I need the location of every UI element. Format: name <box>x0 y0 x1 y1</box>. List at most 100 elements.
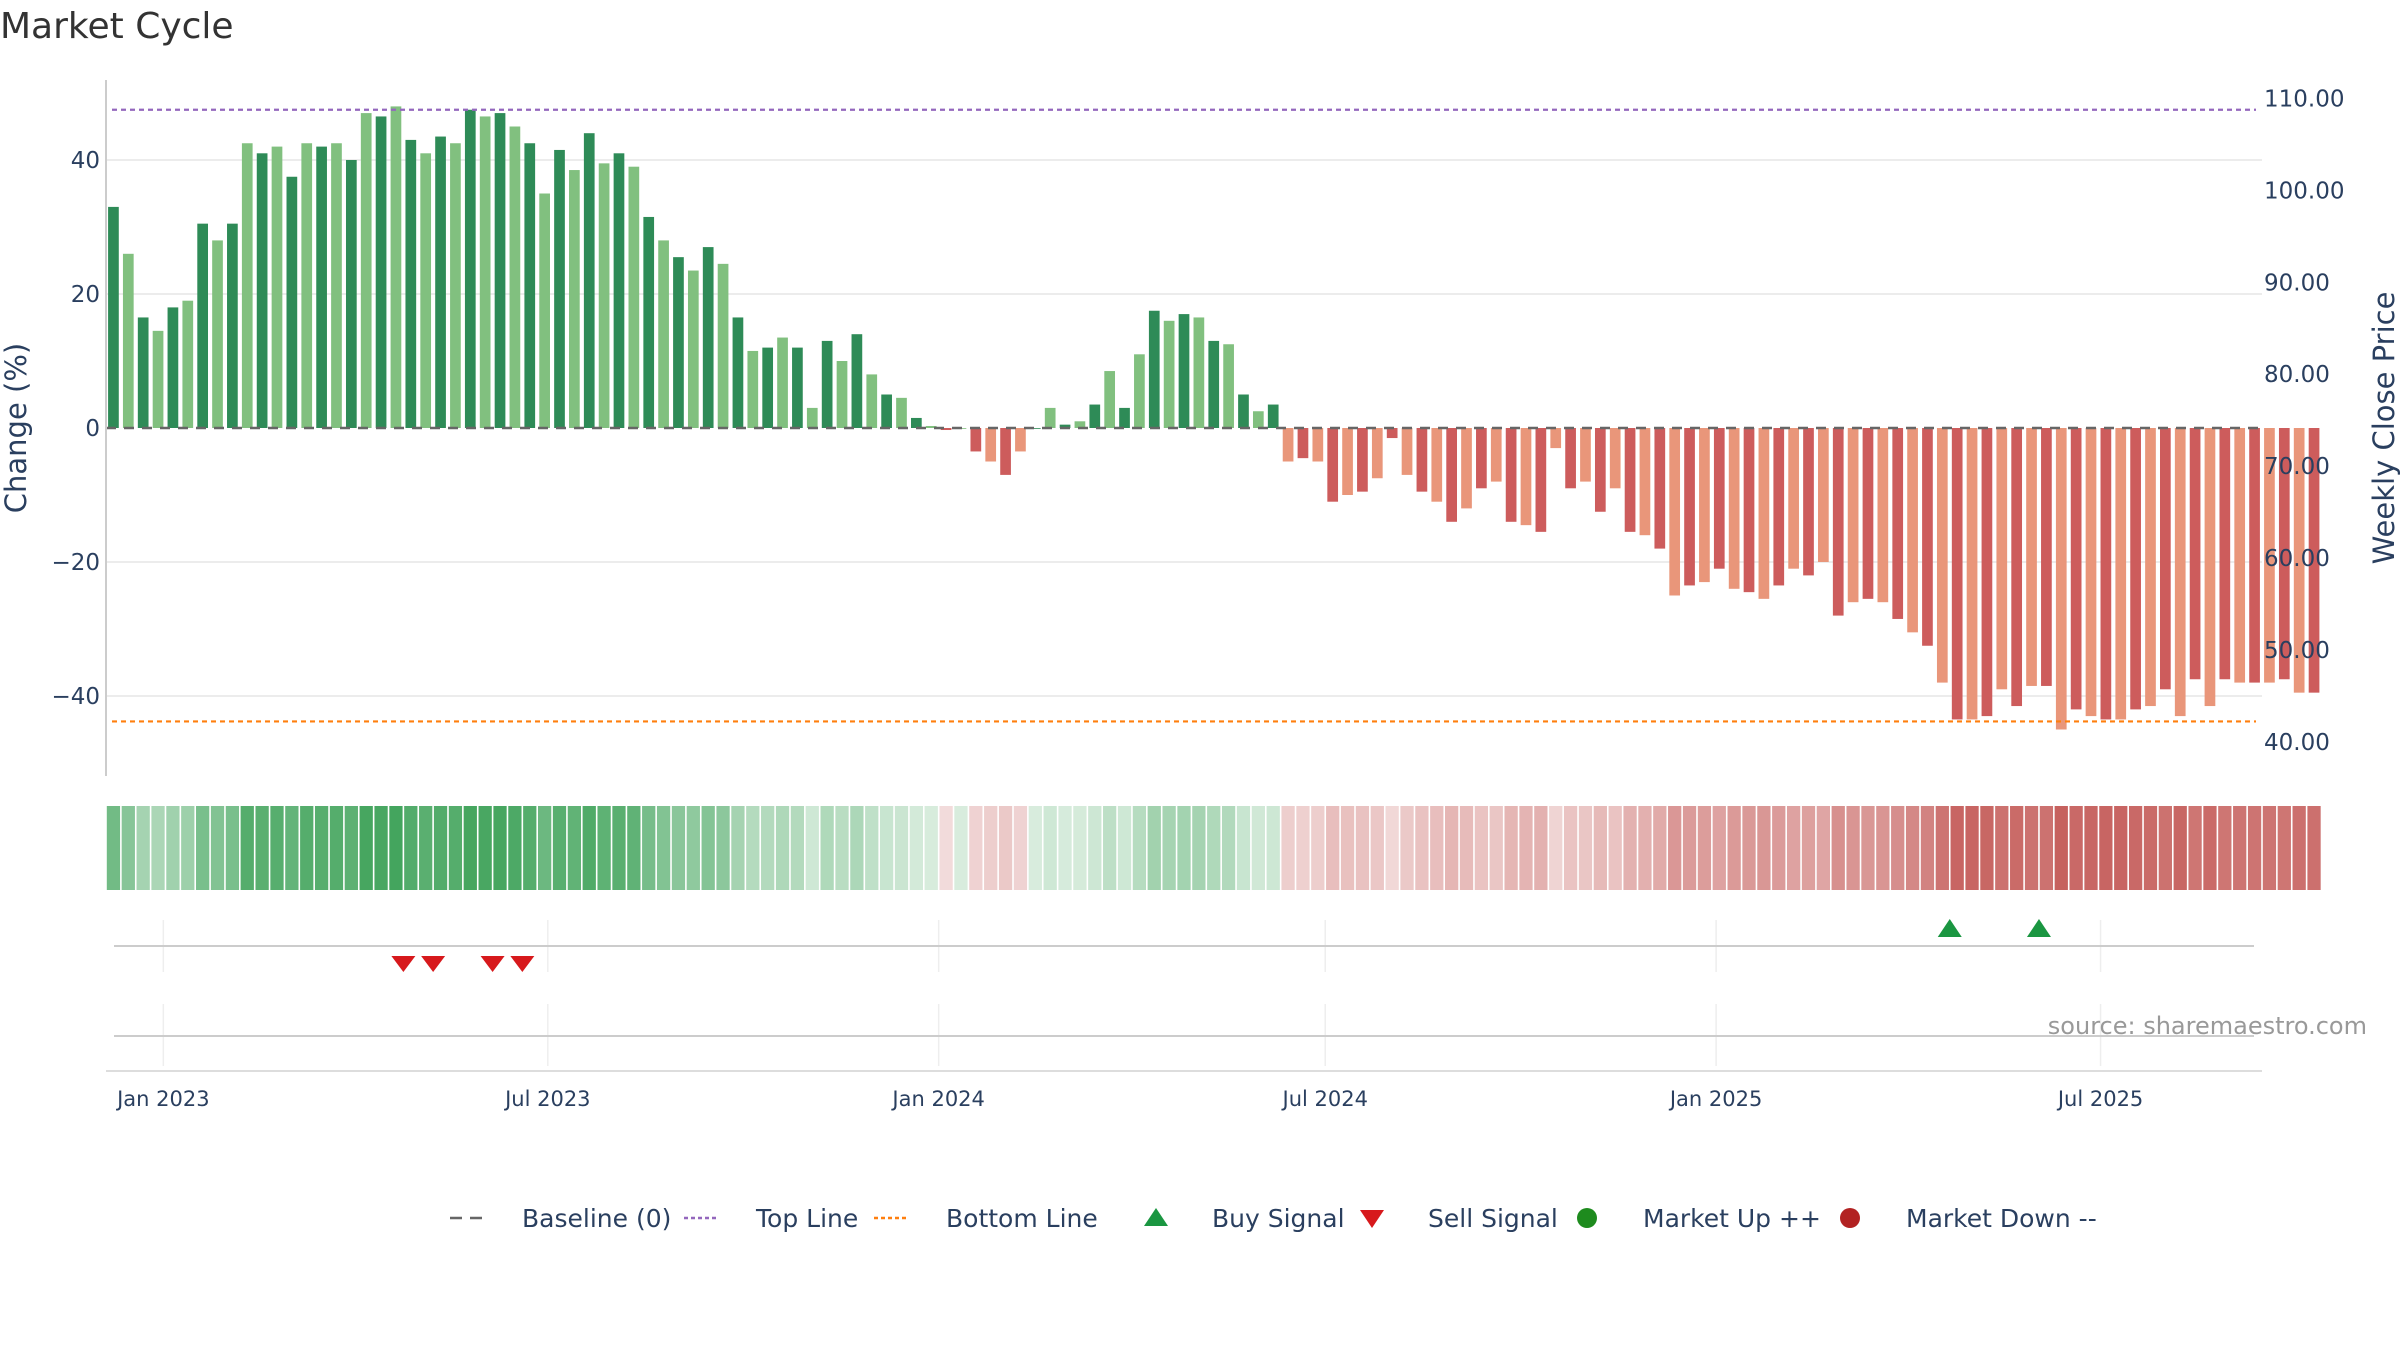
heatmap-cell <box>1474 806 1489 890</box>
left-axis-title: Change (%) <box>0 343 33 513</box>
heatmap-cell <box>270 806 284 890</box>
sell-signal-marker <box>391 956 416 972</box>
signal-panel <box>106 919 2262 1072</box>
heatmap-cell <box>1563 806 1578 890</box>
change-bar <box>1089 404 1101 428</box>
change-bar <box>1639 428 1651 536</box>
change-bar <box>2293 428 2305 693</box>
change-bar <box>806 407 818 428</box>
legend-item-baseline: Baseline (0) <box>450 1204 671 1233</box>
heatmap-cell <box>2262 806 2277 890</box>
heatmap-cell <box>1177 806 1191 890</box>
left-tick-label: 20 <box>71 282 100 308</box>
change-bar <box>1594 428 1606 512</box>
change-bar <box>1550 428 1562 449</box>
heatmap-cell <box>1742 806 1756 890</box>
heatmap-cell <box>1682 806 1697 890</box>
heatmap-cell <box>939 806 953 890</box>
heatmap-cell <box>2039 806 2054 890</box>
legend-label: Market Up ++ <box>1643 1204 1821 1233</box>
legend-item-top: Top Line <box>684 1204 858 1233</box>
heatmap-cell <box>894 806 909 890</box>
change-bar <box>1624 428 1636 532</box>
change-bar <box>1401 428 1413 475</box>
change-bar <box>420 153 432 429</box>
x-tick-label: Jan 2023 <box>115 1087 210 1111</box>
change-bar <box>628 166 640 428</box>
legend-label: Bottom Line <box>946 1204 1098 1233</box>
change-bar <box>2070 428 2082 710</box>
heatmap-cell <box>1786 806 1801 890</box>
heatmap-cell <box>2099 806 2113 890</box>
x-tick-label: Jul 2023 <box>503 1087 590 1111</box>
heatmap-cell <box>1132 806 1147 890</box>
change-bar <box>2130 428 2141 710</box>
change-bar <box>167 307 179 428</box>
heatmap-cell <box>1623 806 1637 890</box>
change-bar <box>405 139 417 428</box>
heatmap-cell <box>2114 806 2128 890</box>
heatmap-cell <box>1801 806 1816 890</box>
change-bar <box>896 397 907 428</box>
change-bar <box>821 340 833 428</box>
heatmap-cell <box>1207 806 1221 890</box>
heatmap-cell <box>1593 806 1607 890</box>
heatmap-cell <box>1028 806 1042 890</box>
heatmap-cell <box>225 806 240 890</box>
change-bar <box>598 163 610 428</box>
change-bar <box>940 428 952 431</box>
heatmap-cell <box>2277 806 2291 890</box>
heatmap-cell <box>627 806 641 890</box>
left-tick-label: 0 <box>85 416 100 442</box>
heatmap-cell <box>2010 806 2024 890</box>
heatmap-cell <box>582 806 596 890</box>
heatmap-cell <box>686 806 700 890</box>
change-bar <box>1862 428 1874 599</box>
heatmap-cell <box>196 806 210 890</box>
change-bar <box>390 106 402 429</box>
heatmap-cell <box>1727 806 1741 890</box>
change-bar <box>836 361 848 428</box>
heatmap-cell <box>1757 806 1771 890</box>
heatmap-cell <box>1549 806 1563 890</box>
heatmap-cell <box>329 806 344 890</box>
heatmap-cell <box>523 806 537 890</box>
change-bar <box>732 317 744 428</box>
heatmap-cell <box>1846 806 1860 890</box>
change-bar <box>1327 428 1339 502</box>
heatmap-cell <box>552 806 567 890</box>
heatmap-cell <box>389 806 403 890</box>
change-bar <box>1565 428 1576 489</box>
change-bar <box>1104 371 1116 428</box>
change-bar <box>375 116 387 428</box>
heatmap-cell <box>2188 806 2202 890</box>
change-bar <box>554 149 565 428</box>
heatmap-cell <box>865 806 879 890</box>
change-bar <box>1654 428 1666 549</box>
heatmap-cell <box>136 806 150 890</box>
change-bar <box>1312 428 1324 462</box>
change-bar <box>687 270 699 428</box>
heatmap-cell <box>359 806 373 890</box>
heatmap-cell <box>1296 806 1310 890</box>
heatmap-cell <box>2218 806 2232 890</box>
change-bar <box>2026 428 2037 686</box>
change-bar <box>1773 428 1785 586</box>
legend-item-down: Market Down -- <box>1840 1204 2097 1233</box>
legend-item-up: Market Up ++ <box>1577 1204 1821 1233</box>
change-bar <box>1490 428 1502 482</box>
change-bar <box>509 126 521 428</box>
heatmap-cell <box>984 806 998 890</box>
change-bar <box>1297 428 1309 459</box>
change-bar <box>1684 428 1695 586</box>
heatmap-cell <box>998 806 1013 890</box>
change-bar <box>2100 428 2112 720</box>
change-bar <box>1238 394 1249 428</box>
change-bar <box>122 253 134 428</box>
change-bar <box>1877 428 1889 603</box>
heatmap-cell <box>716 806 730 890</box>
heatmap-cell <box>567 806 582 890</box>
change-bar <box>464 109 476 428</box>
change-bar <box>539 193 550 428</box>
